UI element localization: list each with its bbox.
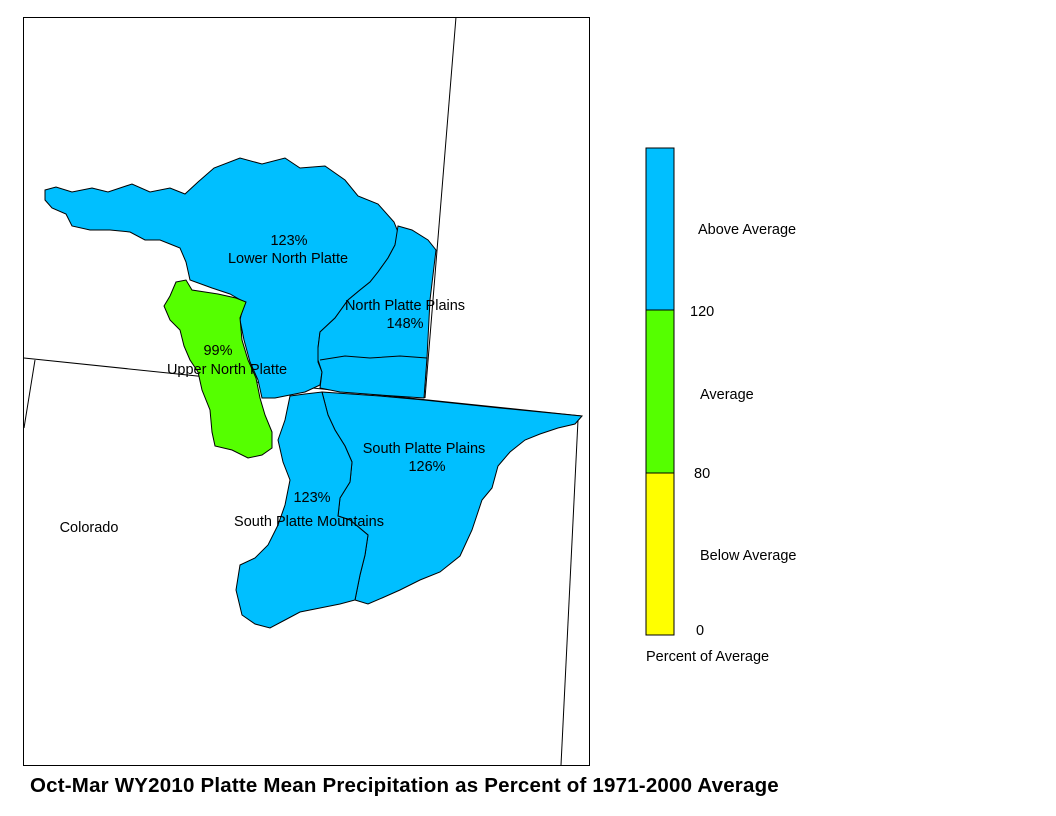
legend-label-above: Above Average bbox=[698, 222, 796, 238]
label-upper-north-platte-name: Upper North Platte bbox=[167, 362, 287, 378]
label-colorado: Colorado bbox=[60, 520, 119, 536]
colorado-utah-border bbox=[23, 359, 36, 429]
label-lower-north-platte-percent: 123% bbox=[270, 233, 307, 249]
legend-swatch-below bbox=[645, 472, 675, 636]
legend-label-below: Below Average bbox=[700, 548, 796, 564]
map-caption: Oct-Mar WY2010 Platte Mean Precipitation… bbox=[30, 774, 779, 797]
label-north-platte-plains-name: North Platte Plains bbox=[345, 298, 465, 314]
legend-swatch-average bbox=[645, 309, 675, 474]
legend-break-80: 80 bbox=[694, 466, 710, 482]
label-lower-north-platte-name: Lower North Platte bbox=[228, 251, 348, 267]
colorado-kansas-border bbox=[560, 419, 579, 766]
label-south-platte-plains-percent: 126% bbox=[408, 459, 445, 475]
label-south-platte-mountains-percent: 123% bbox=[293, 490, 330, 506]
legend: Above Average Average Below Average 120 … bbox=[645, 147, 796, 665]
basin-upper-north-platte[interactable] bbox=[163, 279, 273, 459]
wyoming-nebraska-border bbox=[424, 16, 457, 399]
basin-south-platte-mountains[interactable] bbox=[235, 391, 369, 629]
basin-divide-npp bbox=[319, 355, 428, 361]
label-upper-north-platte-percent: 99% bbox=[203, 343, 232, 359]
label-south-platte-mountains-name: South Platte Mountains bbox=[234, 514, 384, 530]
basin-north-platte-plains[interactable] bbox=[317, 225, 437, 399]
legend-break-0: 0 bbox=[696, 623, 704, 639]
map-labels: 123% Lower North Platte North Platte Pla… bbox=[60, 233, 486, 536]
legend-swatch-above bbox=[645, 147, 675, 311]
legend-title: Percent of Average bbox=[646, 649, 769, 665]
legend-label-average: Average bbox=[700, 387, 754, 403]
legend-break-120: 120 bbox=[690, 304, 714, 320]
label-north-platte-plains-percent: 148% bbox=[386, 316, 423, 332]
label-south-platte-plains-name: South Platte Plains bbox=[363, 441, 486, 457]
